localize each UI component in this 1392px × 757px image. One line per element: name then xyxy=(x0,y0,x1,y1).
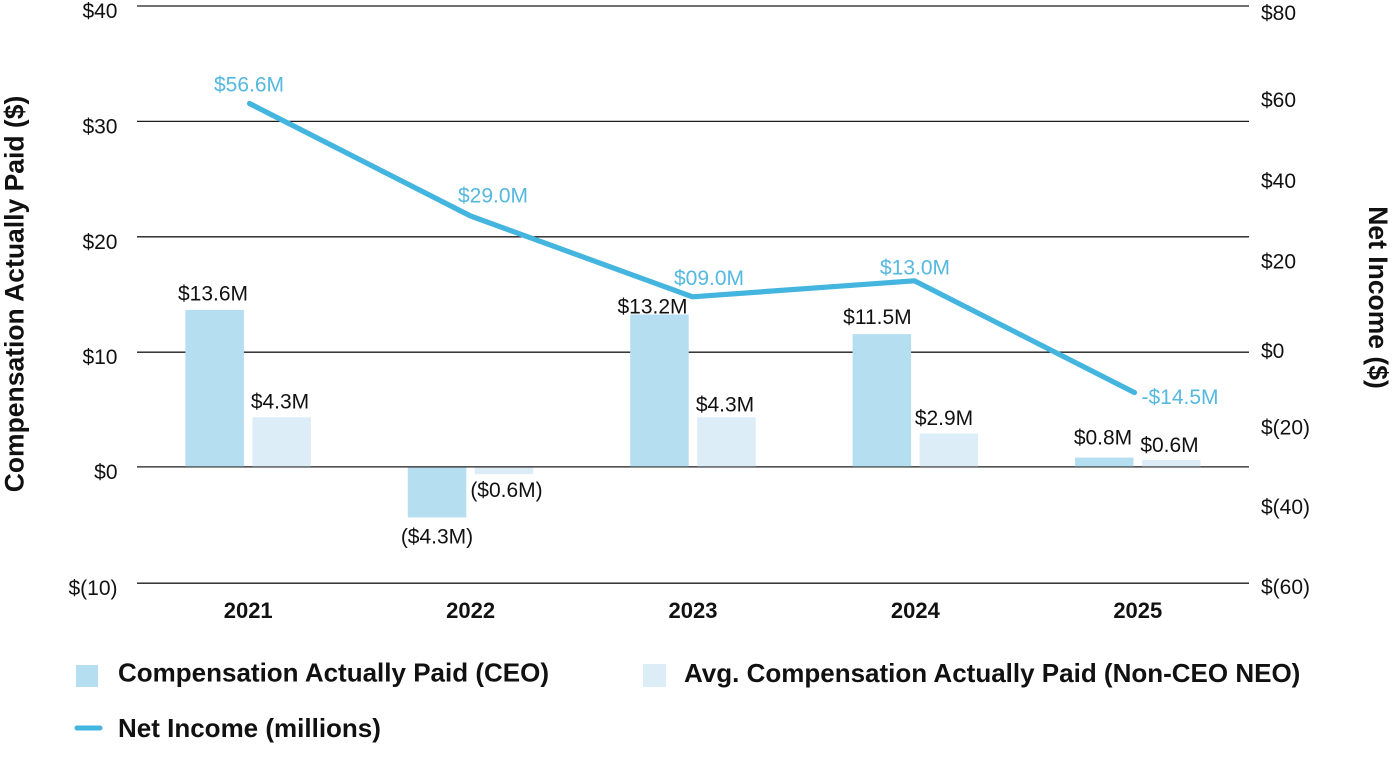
svg-text:$4.3M: $4.3M xyxy=(696,394,754,417)
svg-text:$2.9M: $2.9M xyxy=(915,407,973,430)
svg-text:2021: 2021 xyxy=(224,598,273,623)
svg-text:2023: 2023 xyxy=(669,598,718,623)
svg-text:2025: 2025 xyxy=(1113,598,1162,623)
svg-text:Net Income ($): Net Income ($) xyxy=(1363,206,1392,389)
svg-text:$13.0M: $13.0M xyxy=(880,257,950,280)
svg-text:$10: $10 xyxy=(82,346,117,369)
svg-text:($4.3M): ($4.3M) xyxy=(401,525,473,548)
svg-text:$29.0M: $29.0M xyxy=(458,185,528,208)
svg-text:Avg. Compensation Actually Pai: Avg. Compensation Actually Paid (Non-CEO… xyxy=(684,658,1300,688)
svg-text:$13.2M: $13.2M xyxy=(617,295,687,318)
svg-text:$13.6M: $13.6M xyxy=(178,283,248,306)
svg-text:$0: $0 xyxy=(1261,340,1284,363)
svg-text:$(20): $(20) xyxy=(1261,416,1310,439)
svg-text:$09.0M: $09.0M xyxy=(674,267,744,290)
svg-text:$0: $0 xyxy=(94,461,117,484)
svg-text:$56.6M: $56.6M xyxy=(214,74,284,97)
svg-text:-$14.5M: -$14.5M xyxy=(1141,386,1218,409)
svg-text:Compensation Actually Paid ($): Compensation Actually Paid ($) xyxy=(0,96,30,493)
svg-text:$(60): $(60) xyxy=(1261,576,1310,599)
svg-text:$60: $60 xyxy=(1261,89,1296,112)
svg-text:$11.5M: $11.5M xyxy=(843,306,912,329)
svg-text:$20: $20 xyxy=(1261,251,1296,274)
svg-text:2024: 2024 xyxy=(891,598,941,623)
svg-text:$30: $30 xyxy=(82,116,117,139)
svg-text:Compensation Actually Paid (CE: Compensation Actually Paid (CEO) xyxy=(118,657,549,687)
svg-text:Net Income (millions): Net Income (millions) xyxy=(118,713,381,743)
svg-text:$80: $80 xyxy=(1261,2,1296,25)
svg-text:$40: $40 xyxy=(82,0,117,23)
svg-text:$(40): $(40) xyxy=(1261,496,1310,519)
svg-text:($0.6M): ($0.6M) xyxy=(470,479,542,502)
svg-text:$0.6M: $0.6M xyxy=(1140,434,1198,457)
svg-text:2022: 2022 xyxy=(446,598,495,623)
svg-text:$20: $20 xyxy=(82,231,117,254)
svg-text:$4.3M: $4.3M xyxy=(251,391,309,414)
svg-text:$40: $40 xyxy=(1261,170,1296,193)
svg-text:$(10): $(10) xyxy=(68,577,117,600)
svg-text:$0.8M: $0.8M xyxy=(1074,427,1132,450)
